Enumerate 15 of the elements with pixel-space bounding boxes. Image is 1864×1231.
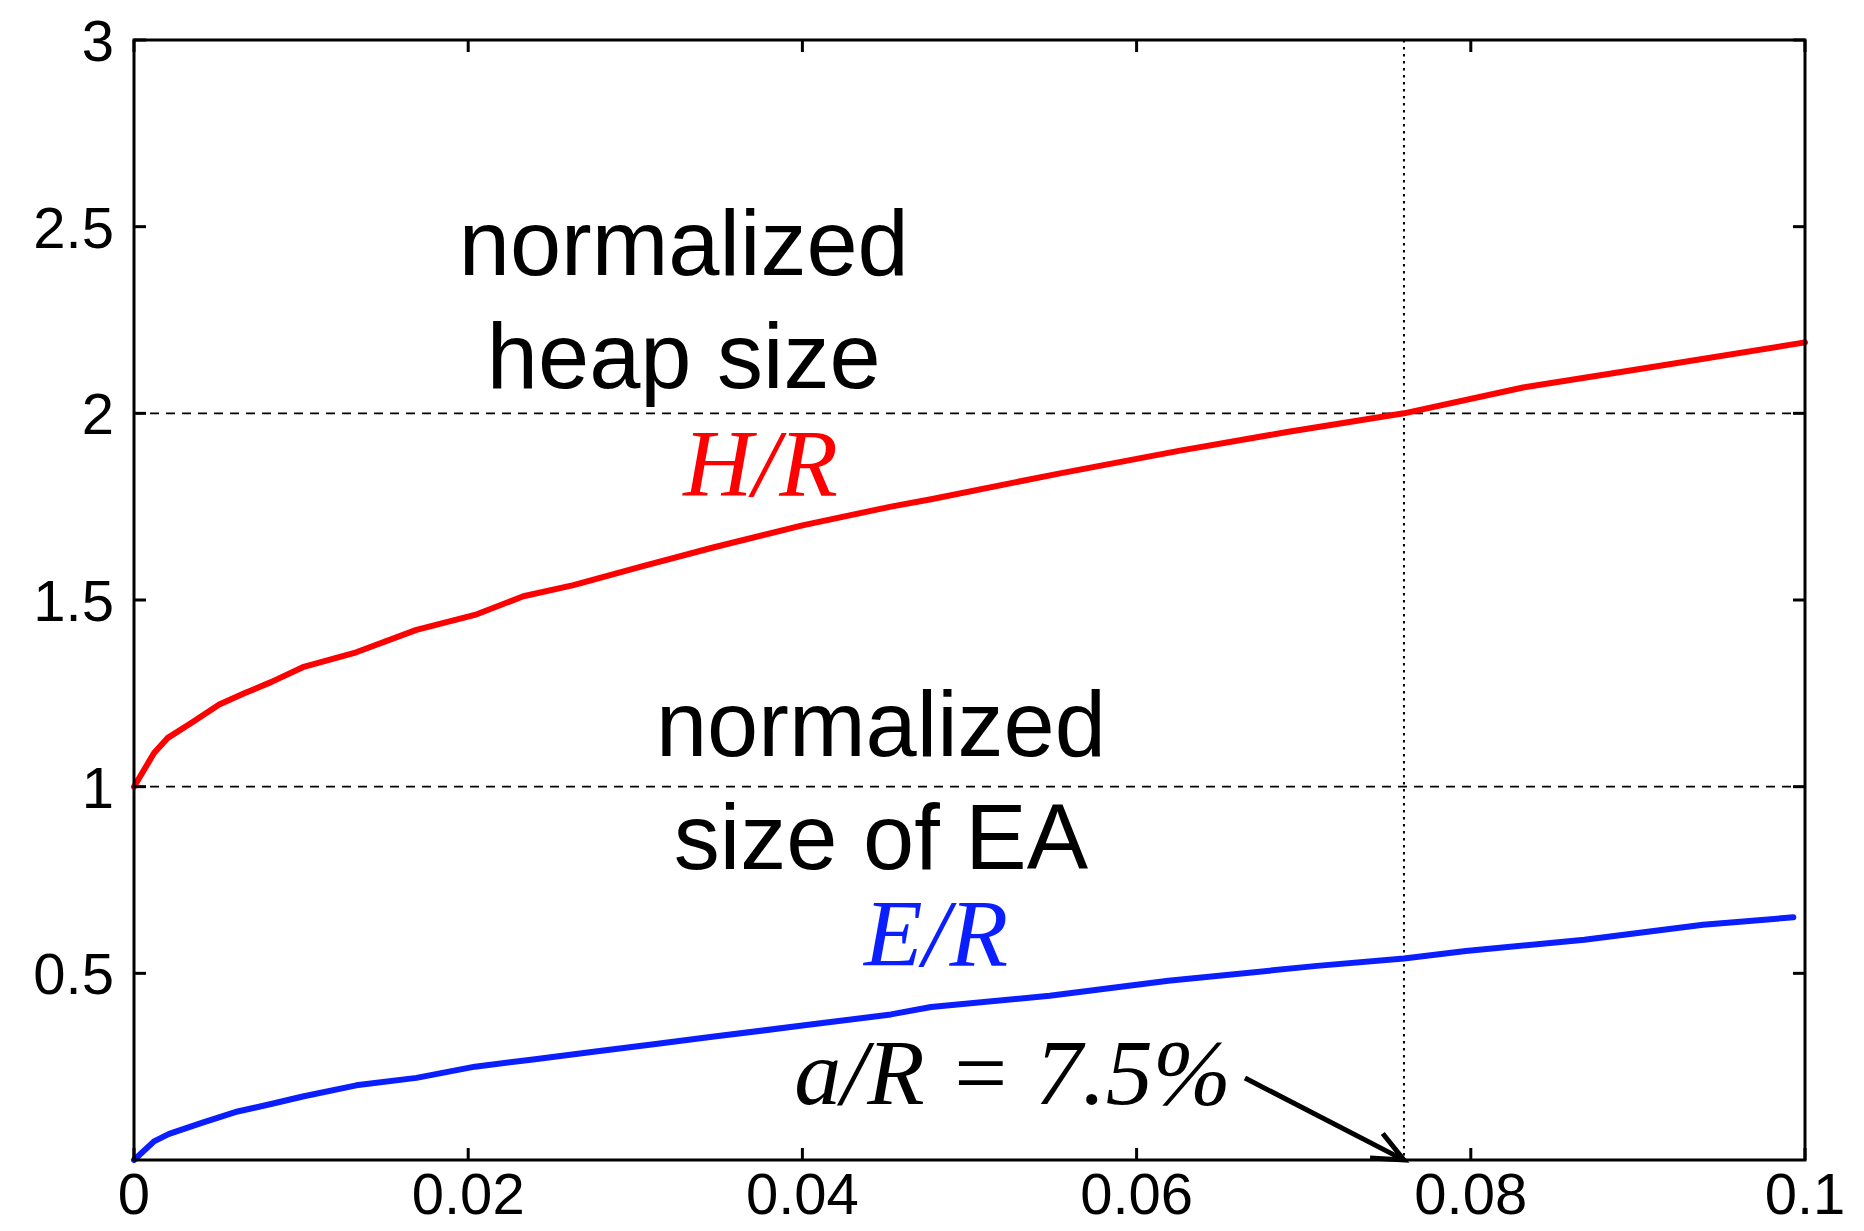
- x-tick-label: 0.06: [1080, 1161, 1194, 1226]
- x-tick-label: 0.1: [1764, 1161, 1846, 1226]
- annotation: normalized heap size: [458, 192, 909, 408]
- annotation: a/R = 7.5%: [794, 1020, 1231, 1124]
- y-tick-label: 2: [81, 381, 114, 447]
- x-tick-label: 0.02: [411, 1161, 525, 1226]
- y-tick-label: 1: [81, 754, 114, 820]
- y-tick-label: 1.5: [33, 568, 114, 633]
- y-tick-label: 2.5: [33, 194, 114, 260]
- y-tick-label: 3: [81, 8, 114, 73]
- x-tick-label: 0.04: [745, 1161, 859, 1226]
- y-tick-label: 0.5: [33, 941, 114, 1007]
- series-label: H/R: [681, 409, 838, 517]
- x-tick-label: 0: [117, 1161, 151, 1226]
- x-tick-label: 0.08: [1414, 1161, 1528, 1226]
